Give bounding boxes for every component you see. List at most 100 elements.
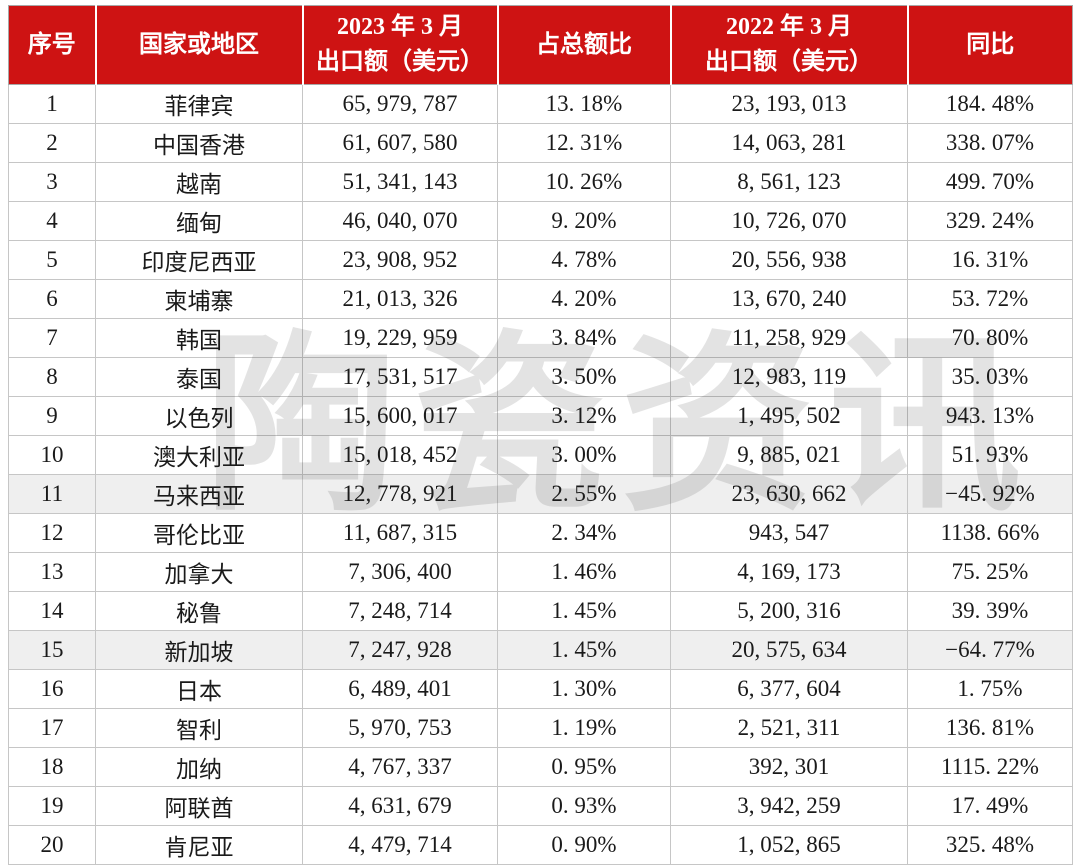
table-row: 4 缅甸 46, 040, 070 9. 20% 10, 726, 070 32… — [8, 201, 1073, 241]
cell-export-2022: 20, 575, 634 — [670, 630, 908, 670]
table-row: 2 中国香港 61, 607, 580 12. 31% 14, 063, 281… — [8, 123, 1073, 163]
cell-export-2023: 15, 600, 017 — [302, 396, 498, 436]
cell-region: 以色列 — [95, 396, 303, 436]
cell-yoy: 184. 48% — [907, 84, 1073, 124]
cell-yoy: 499. 70% — [907, 162, 1073, 202]
cell-yoy: 136. 81% — [907, 708, 1073, 748]
cell-serial: 17 — [8, 708, 96, 748]
cell-serial: 19 — [8, 786, 96, 826]
export-table: 序号 国家或地区 2023 年 3 月 出口额（美元） 占总额比 2022 年 … — [8, 5, 1073, 865]
cell-share: 0. 90% — [497, 825, 671, 865]
cell-share: 4. 20% — [497, 279, 671, 319]
table-row: 16 日本 6, 489, 401 1. 30% 6, 377, 604 1. … — [8, 669, 1073, 709]
cell-share: 4. 78% — [497, 240, 671, 280]
cell-yoy: 329. 24% — [907, 201, 1073, 241]
cell-region: 菲律宾 — [95, 84, 303, 124]
table-row: 17 智利 5, 970, 753 1. 19% 2, 521, 311 136… — [8, 708, 1073, 748]
table-row: 11 马来西亚 12, 778, 921 2. 55% 23, 630, 662… — [8, 474, 1073, 514]
cell-export-2023: 51, 341, 143 — [302, 162, 498, 202]
cell-export-2023: 4, 767, 337 — [302, 747, 498, 787]
col-header-region: 国家或地区 — [95, 5, 304, 85]
cell-export-2023: 6, 489, 401 — [302, 669, 498, 709]
col-header-yoy: 同比 — [907, 5, 1073, 85]
table-row: 3 越南 51, 341, 143 10. 26% 8, 561, 123 49… — [8, 162, 1073, 202]
table-row: 6 柬埔寨 21, 013, 326 4. 20% 13, 670, 240 5… — [8, 279, 1073, 319]
cell-export-2023: 61, 607, 580 — [302, 123, 498, 163]
cell-serial: 16 — [8, 669, 96, 709]
cell-yoy: 75. 25% — [907, 552, 1073, 592]
cell-export-2022: 12, 983, 119 — [670, 357, 908, 397]
table-body: 1 菲律宾 65, 979, 787 13. 18% 23, 193, 013 … — [8, 84, 1073, 865]
cell-export-2023: 46, 040, 070 — [302, 201, 498, 241]
cell-serial: 12 — [8, 513, 96, 553]
table-row: 14 秘鲁 7, 248, 714 1. 45% 5, 200, 316 39.… — [8, 591, 1073, 631]
cell-serial: 18 — [8, 747, 96, 787]
cell-export-2022: 23, 193, 013 — [670, 84, 908, 124]
cell-export-2022: 8, 561, 123 — [670, 162, 908, 202]
cell-region: 哥伦比亚 — [95, 513, 303, 553]
cell-yoy: 943. 13% — [907, 396, 1073, 436]
cell-share: 0. 95% — [497, 747, 671, 787]
cell-share: 13. 18% — [497, 84, 671, 124]
cell-share: 12. 31% — [497, 123, 671, 163]
cell-yoy: 1. 75% — [907, 669, 1073, 709]
cell-region: 肯尼亚 — [95, 825, 303, 865]
cell-region: 柬埔寨 — [95, 279, 303, 319]
cell-yoy: −64. 77% — [907, 630, 1073, 670]
cell-share: 3. 50% — [497, 357, 671, 397]
cell-yoy: 17. 49% — [907, 786, 1073, 826]
cell-region: 新加坡 — [95, 630, 303, 670]
cell-export-2023: 7, 306, 400 — [302, 552, 498, 592]
cell-export-2022: 6, 377, 604 — [670, 669, 908, 709]
cell-export-2022: 14, 063, 281 — [670, 123, 908, 163]
cell-region: 阿联酋 — [95, 786, 303, 826]
cell-export-2023: 23, 908, 952 — [302, 240, 498, 280]
cell-export-2022: 9, 885, 021 — [670, 435, 908, 475]
table-row: 12 哥伦比亚 11, 687, 315 2. 34% 943, 547 113… — [8, 513, 1073, 553]
cell-export-2022: 11, 258, 929 — [670, 318, 908, 358]
cell-export-2022: 943, 547 — [670, 513, 908, 553]
cell-export-2023: 5, 970, 753 — [302, 708, 498, 748]
cell-yoy: 70. 80% — [907, 318, 1073, 358]
cell-export-2022: 1, 495, 502 — [670, 396, 908, 436]
cell-serial: 9 — [8, 396, 96, 436]
cell-yoy: 1138. 66% — [907, 513, 1073, 553]
table-row: 13 加拿大 7, 306, 400 1. 46% 4, 169, 173 75… — [8, 552, 1073, 592]
cell-export-2022: 1, 052, 865 — [670, 825, 908, 865]
cell-yoy: 53. 72% — [907, 279, 1073, 319]
cell-yoy: −45. 92% — [907, 474, 1073, 514]
col-header-serial: 序号 — [8, 5, 97, 85]
cell-region: 马来西亚 — [95, 474, 303, 514]
cell-export-2023: 17, 531, 517 — [302, 357, 498, 397]
table-row: 5 印度尼西亚 23, 908, 952 4. 78% 20, 556, 938… — [8, 240, 1073, 280]
cell-share: 3. 12% — [497, 396, 671, 436]
cell-export-2023: 19, 229, 959 — [302, 318, 498, 358]
cell-region: 日本 — [95, 669, 303, 709]
table-row: 9 以色列 15, 600, 017 3. 12% 1, 495, 502 94… — [8, 396, 1073, 436]
cell-serial: 1 — [8, 84, 96, 124]
cell-export-2023: 15, 018, 452 — [302, 435, 498, 475]
cell-export-2023: 12, 778, 921 — [302, 474, 498, 514]
cell-export-2022: 23, 630, 662 — [670, 474, 908, 514]
cell-serial: 11 — [8, 474, 96, 514]
cell-yoy: 35. 03% — [907, 357, 1073, 397]
col-header-export-2023: 2023 年 3 月 出口额（美元） — [302, 5, 499, 85]
cell-serial: 13 — [8, 552, 96, 592]
table-row: 1 菲律宾 65, 979, 787 13. 18% 23, 193, 013 … — [8, 84, 1073, 124]
cell-share: 9. 20% — [497, 201, 671, 241]
cell-share: 2. 55% — [497, 474, 671, 514]
table-row: 15 新加坡 7, 247, 928 1. 45% 20, 575, 634 −… — [8, 630, 1073, 670]
cell-export-2023: 11, 687, 315 — [302, 513, 498, 553]
cell-region: 越南 — [95, 162, 303, 202]
cell-yoy: 16. 31% — [907, 240, 1073, 280]
cell-serial: 6 — [8, 279, 96, 319]
table-row: 19 阿联酋 4, 631, 679 0. 93% 3, 942, 259 17… — [8, 786, 1073, 826]
cell-share: 1. 19% — [497, 708, 671, 748]
cell-region: 韩国 — [95, 318, 303, 358]
cell-region: 澳大利亚 — [95, 435, 303, 475]
cell-serial: 15 — [8, 630, 96, 670]
cell-share: 0. 93% — [497, 786, 671, 826]
cell-export-2022: 10, 726, 070 — [670, 201, 908, 241]
cell-export-2022: 13, 670, 240 — [670, 279, 908, 319]
